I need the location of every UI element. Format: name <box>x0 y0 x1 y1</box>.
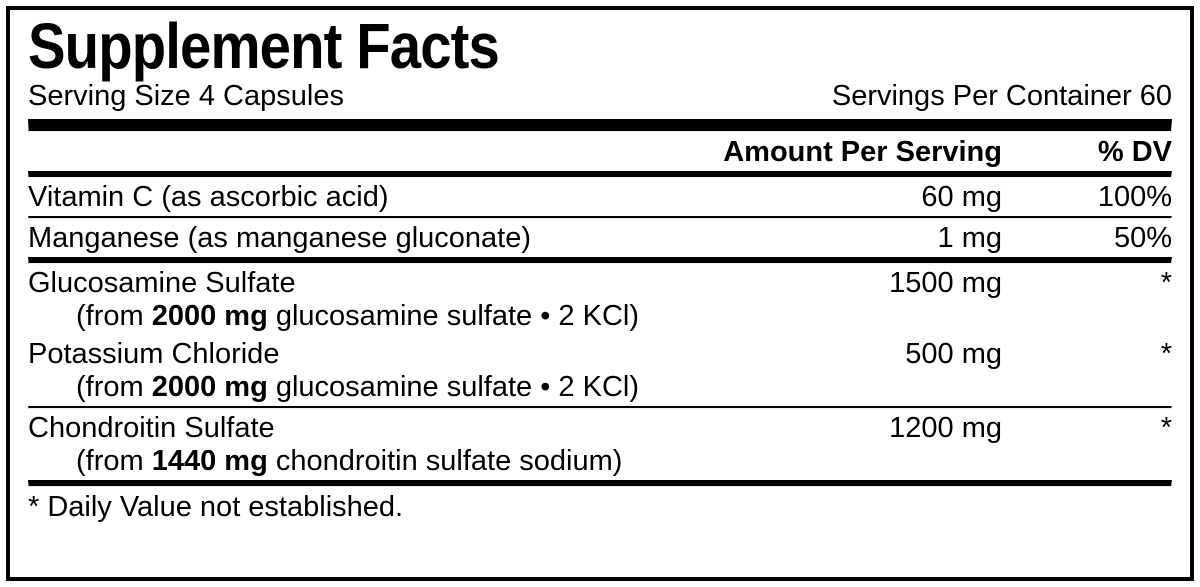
dv-kcl: * <box>1002 338 1172 371</box>
amt-manganese: 1 mg <box>712 222 1002 255</box>
serving-row: Serving Size 4 Capsules Servings Per Con… <box>28 80 1172 113</box>
serving-size: Serving Size 4 Capsules <box>28 80 344 113</box>
amt-vitamin-c: 60 mg <box>712 181 1002 214</box>
supplement-facts-panel: Supplement Facts Serving Size 4 Capsules… <box>6 6 1194 581</box>
sub-kcl-bold: 2000 mg <box>152 371 268 403</box>
sub-gluco-post: glucosamine sulfate • 2 KCl) <box>268 300 639 332</box>
rule-med-1 <box>28 257 1172 264</box>
sub-kcl-pre: (from <box>76 371 152 403</box>
row-vitamin-c: Vitamin C (as ascorbic acid) 60 mg 100% <box>28 178 1172 216</box>
dv-vitamin-c: 100% <box>1002 181 1172 214</box>
sub-gluco-pre: (from <box>76 300 152 332</box>
sub-chond-bold: 1440 mg <box>152 445 268 477</box>
column-header-row: Amount Per Serving % DV <box>28 132 1172 171</box>
name-vitamin-c: Vitamin C (as ascorbic acid) <box>28 181 712 214</box>
header-dv: % DV <box>1002 136 1172 169</box>
sub-chond-pre: (from <box>76 445 152 477</box>
amt-kcl: 500 mg <box>712 338 1002 371</box>
rule-med-header <box>28 171 1172 178</box>
row-manganese: Manganese (as manganese gluconate) 1 mg … <box>28 219 1172 257</box>
sub-chondroitin: (from 1440 mg chondroitin sulfate sodium… <box>28 445 1172 478</box>
name-manganese: Manganese (as manganese gluconate) <box>28 222 712 255</box>
name-kcl: Potassium Chloride <box>28 338 712 371</box>
servings-per-container: Servings Per Container 60 <box>832 80 1172 113</box>
dv-glucosamine: * <box>1002 267 1172 300</box>
panel-title: Supplement Facts <box>28 14 1035 78</box>
dv-chondroitin: * <box>1002 412 1172 445</box>
sub-glucosamine: (from 2000 mg glucosamine sulfate • 2 KC… <box>28 300 1172 333</box>
row-potassium-chloride: Potassium Chloride 500 mg * <box>28 335 1172 373</box>
rule-thick-top <box>28 119 1172 132</box>
sub-gluco-bold: 2000 mg <box>152 300 268 332</box>
sub-kcl: (from 2000 mg glucosamine sulfate • 2 KC… <box>28 371 1172 404</box>
sub-kcl-post: glucosamine sulfate • 2 KCl) <box>268 371 639 403</box>
row-chondroitin: Chondroitin Sulfate 1200 mg * <box>28 409 1172 447</box>
header-amount: Amount Per Serving <box>712 136 1002 169</box>
name-chondroitin: Chondroitin Sulfate <box>28 412 712 445</box>
row-glucosamine: Glucosamine Sulfate 1500 mg * <box>28 264 1172 302</box>
dv-manganese: 50% <box>1002 222 1172 255</box>
sub-chond-post: chondroitin sulfate sodium) <box>268 445 623 477</box>
rule-med-bottom <box>28 480 1172 487</box>
footnote: * Daily Value not established. <box>28 487 1172 524</box>
header-spacer <box>28 136 712 169</box>
amt-glucosamine: 1500 mg <box>712 267 1002 300</box>
amt-chondroitin: 1200 mg <box>712 412 1002 445</box>
name-glucosamine: Glucosamine Sulfate <box>28 267 712 300</box>
